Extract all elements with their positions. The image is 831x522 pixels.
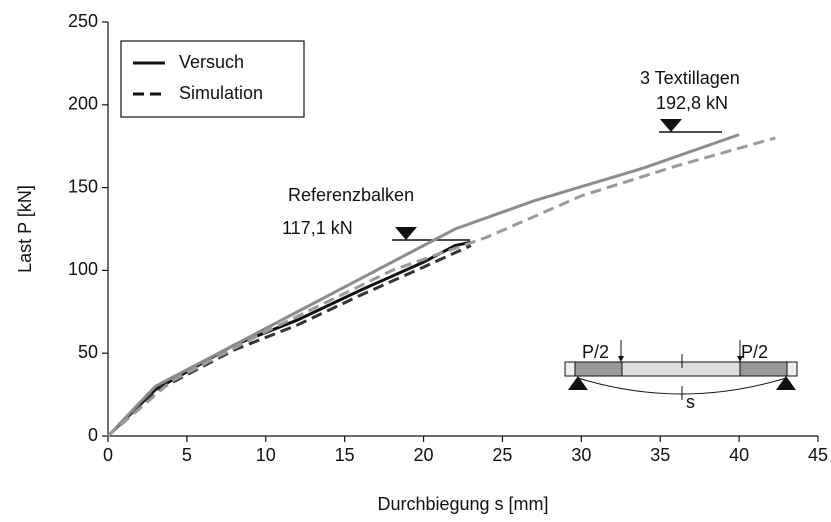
beam-part xyxy=(621,361,741,377)
legend-box xyxy=(120,40,305,118)
legend: Versuch Simulation xyxy=(120,40,305,118)
marker-triangle xyxy=(660,119,682,132)
y-tick-label: 100 xyxy=(68,259,98,279)
annotation: s xyxy=(686,392,695,412)
beam-part xyxy=(739,361,788,377)
annotation: 192,8 kN xyxy=(656,93,728,113)
x-tick-label: 5 xyxy=(182,445,192,465)
line-series xyxy=(106,133,740,438)
annotation-markers xyxy=(392,119,722,241)
annotation: 117,1 kN xyxy=(282,218,353,238)
beam-part xyxy=(574,361,623,377)
y-axis-label: Last P [kN] xyxy=(15,185,35,273)
y-tick-label: 250 xyxy=(68,11,98,31)
legend-label: Simulation xyxy=(179,83,263,103)
line-series xyxy=(106,240,472,438)
y-tick-label: 50 xyxy=(78,342,98,362)
x-tick-label: 15 xyxy=(335,445,355,465)
annotation: P/2 xyxy=(582,342,609,362)
x-tick-label: 0 xyxy=(103,445,113,465)
x-tick-label: 10 xyxy=(256,445,276,465)
y-tick-label: 200 xyxy=(68,94,98,114)
y-tick-label: 150 xyxy=(68,176,98,196)
x-tick-label: 20 xyxy=(414,445,434,465)
line-series xyxy=(107,136,776,438)
annotation: 3 Textillagen xyxy=(640,68,740,88)
x-tick-label: 25 xyxy=(492,445,512,465)
support xyxy=(776,376,796,390)
arrowhead xyxy=(618,356,624,362)
legend-label: Versuch xyxy=(179,52,244,72)
x-axis-label: Durchbiegung s [mm] xyxy=(377,494,548,514)
x-tick-label: 45 xyxy=(808,445,828,465)
beam-diagram xyxy=(564,340,798,400)
annotation: Referenzbalken xyxy=(288,185,414,205)
x-tick-label: 30 xyxy=(571,445,591,465)
x-tick-label: 40 xyxy=(729,445,749,465)
x-tick-label: 35 xyxy=(650,445,670,465)
support xyxy=(568,376,588,390)
arrowhead xyxy=(737,356,743,362)
marker-triangle xyxy=(395,227,417,240)
annotation: P/2 xyxy=(741,342,768,362)
line-series xyxy=(106,244,472,438)
y-tick-label: 0 xyxy=(88,425,98,445)
